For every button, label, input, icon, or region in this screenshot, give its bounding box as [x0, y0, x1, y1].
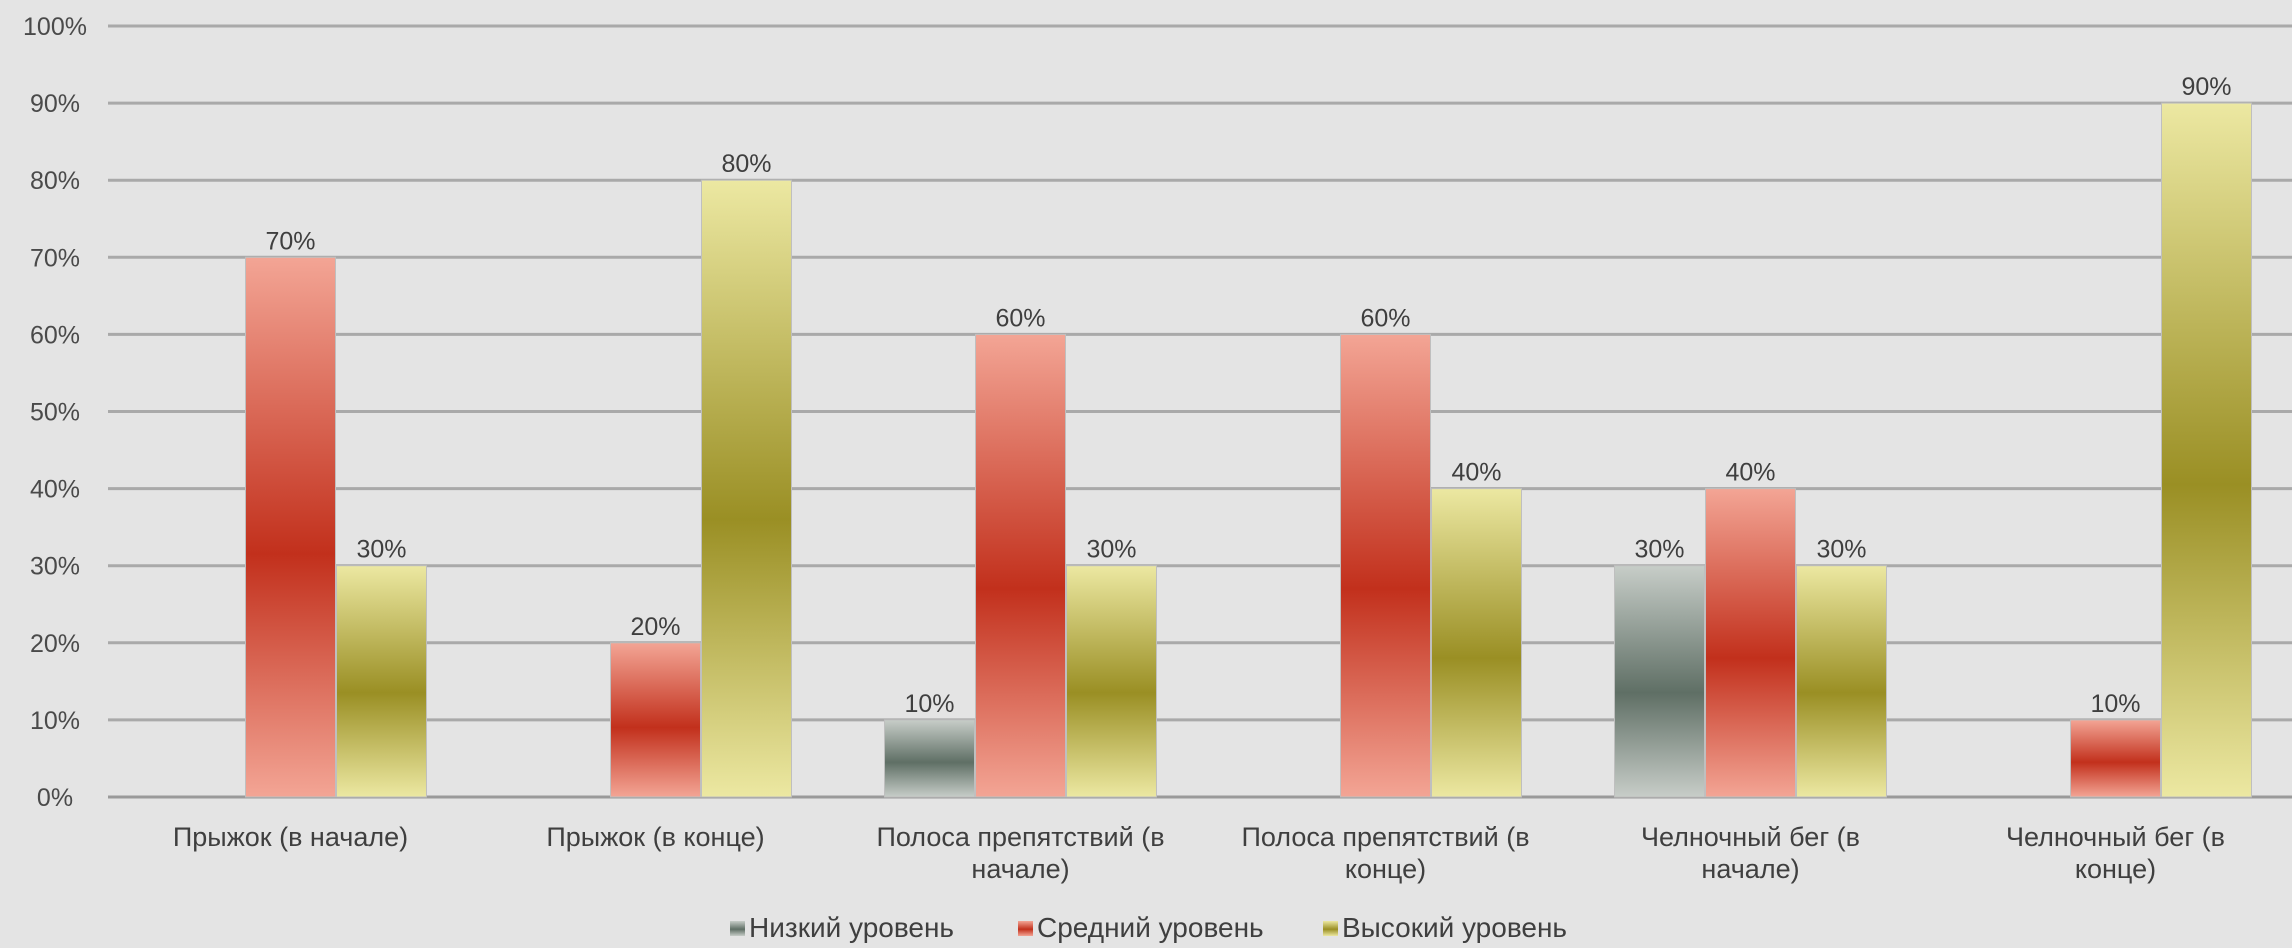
x-tick-label: Челночный бег (в конце) [2006, 822, 2225, 884]
legend: Низкий уровень Средний уровень Высокий уро… [730, 912, 1567, 943]
bar [1705, 488, 1796, 798]
data-label: 80% [721, 150, 771, 178]
legend-entry: Низкий уровень [749, 912, 954, 943]
data-label: 40% [1725, 459, 1775, 487]
data-label: 90% [2181, 73, 2231, 101]
legend-entry: Высокий уровень [1342, 912, 1567, 943]
y-tick-label: 10% [30, 707, 80, 735]
grid-lines [108, 24, 2292, 799]
y-tick-label: 0% [37, 784, 73, 812]
legend-entry: Средний уровень [1037, 912, 1264, 943]
bars [245, 102, 2252, 798]
bar [1431, 488, 1522, 798]
data-label: 60% [995, 304, 1045, 332]
x-tick-label: Прыжок (в начале) [173, 822, 408, 852]
bar [975, 333, 1066, 798]
y-tick-label: 30% [30, 553, 80, 581]
bar [2070, 719, 2161, 798]
y-tick-label: 40% [30, 476, 80, 504]
data-label: 20% [630, 613, 680, 641]
y-tick-label: 60% [30, 321, 80, 349]
bar [2161, 102, 2252, 798]
bar [884, 719, 975, 798]
data-label: 10% [904, 690, 954, 718]
y-tick-label: 90% [30, 90, 80, 118]
bar [610, 642, 701, 798]
data-label: 30% [1816, 536, 1866, 564]
x-tick-label: Прыжок (в конце) [546, 822, 764, 852]
legend-swatch [1323, 921, 1338, 936]
bar [245, 256, 336, 798]
data-label: 10% [2090, 690, 2140, 718]
y-tick-label: 70% [30, 244, 80, 272]
y-tick-label: 20% [30, 630, 80, 658]
bar [1066, 565, 1157, 798]
x-axis: Прыжок (в начале) Прыжок (в конце) Полоса … [173, 822, 2225, 884]
y-tick-label: 80% [30, 167, 80, 195]
y-tick-label: 100% [23, 13, 87, 41]
x-tick-label: Челночный бег (в начале) [1641, 822, 1860, 884]
data-label: 70% [265, 227, 315, 255]
x-tick-label: Полоса препятствий (в начале) [876, 822, 1164, 884]
bar [336, 565, 427, 798]
legend-swatch [1018, 921, 1033, 936]
y-axis: 0% 10% 20% 30% 40% 50% 60% 70% 80% 90% 100% [23, 13, 87, 812]
bar [1796, 565, 1887, 798]
bar [1614, 565, 1705, 798]
legend-swatch [730, 921, 745, 936]
data-label: 60% [1360, 304, 1410, 332]
data-label: 30% [1086, 536, 1136, 564]
data-labels: 70% 30% 20% 80% 10% 60% 30% 60% 40% 30% 40% 30% 10% 9… [265, 73, 2231, 718]
bar [701, 179, 792, 798]
data-label: 30% [356, 536, 406, 564]
bar [1340, 333, 1431, 798]
y-tick-label: 50% [30, 399, 80, 427]
data-label: 30% [1634, 536, 1684, 564]
data-label: 40% [1451, 459, 1501, 487]
x-tick-label: Полоса препятствий (в конце) [1241, 822, 1529, 884]
